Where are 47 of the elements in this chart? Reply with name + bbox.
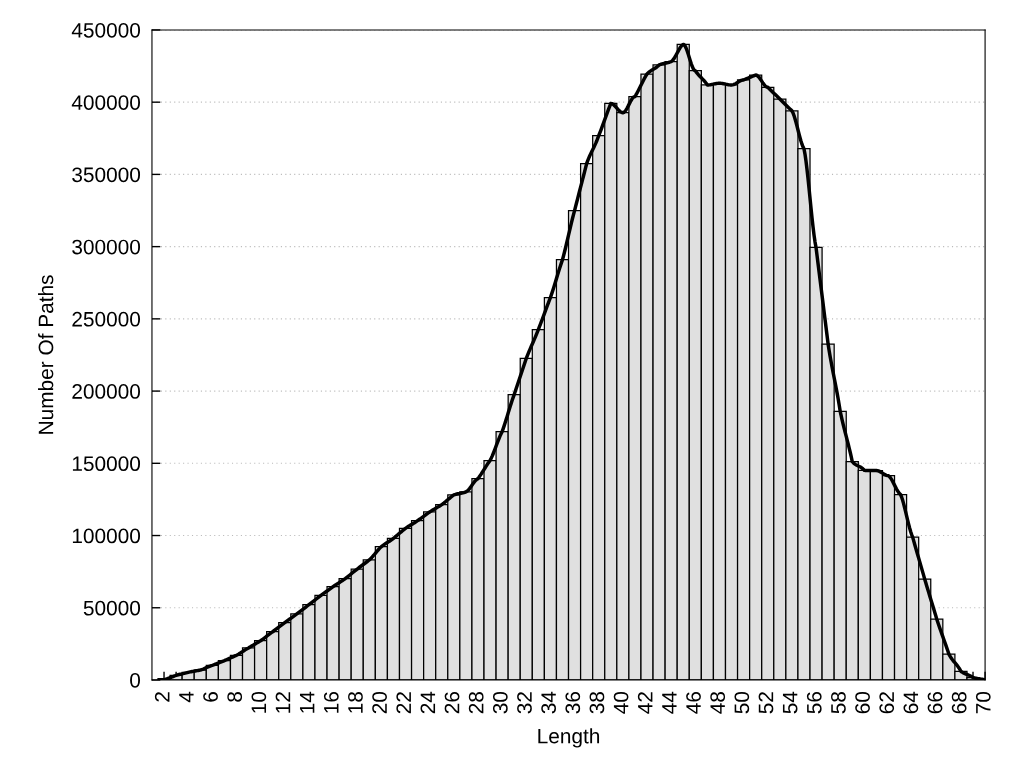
x-tick-label: 26 [444, 692, 460, 714]
x-tick-label: 40 [613, 691, 629, 714]
x-tick-label: 64 [903, 691, 919, 714]
x-tick-label: 42 [637, 692, 653, 714]
x-tick-label: 48 [710, 692, 726, 714]
y-tick-label: 300000 [72, 239, 141, 255]
x-tick-label: 22 [396, 692, 411, 714]
x-tick-label: 68 [951, 692, 967, 714]
x-tick-label: 28 [468, 692, 484, 714]
x-tick-label: 30 [492, 691, 508, 714]
y-axis-title: Number Of Paths [38, 275, 54, 434]
y-tick-label: 0 [130, 672, 141, 688]
x-tick-label: 6 [203, 692, 218, 702]
x-tick-label: 16 [323, 692, 339, 713]
x-tick-label: 18 [348, 692, 363, 713]
x-tick-label: 50 [734, 691, 750, 714]
y-tick-label: 150000 [72, 456, 141, 472]
x-tick-label: 2 [154, 692, 170, 702]
x-tick-label: 38 [589, 692, 605, 714]
x-tick-label: 8 [227, 692, 243, 702]
y-tick-label: 200000 [72, 384, 141, 399]
x-tick-label: 52 [758, 692, 774, 714]
y-tick-label: 50000 [83, 600, 141, 616]
x-tick-label: 10 [251, 691, 267, 713]
x-tick-label: 44 [662, 691, 677, 714]
x-tick-label: 4 [179, 691, 194, 703]
x-tick-label: 36 [565, 692, 581, 714]
x-axis-title: Length [538, 728, 600, 748]
x-tick-label: 20 [372, 691, 387, 714]
y-tick-label: 400000 [71, 95, 141, 110]
y-tick-label: 350000 [72, 167, 141, 183]
x-tick-label: 56 [806, 692, 822, 714]
x-tick-label: 24 [420, 691, 436, 714]
x-tick-label: 46 [686, 692, 701, 714]
y-tick-label: 100000 [72, 528, 141, 544]
x-tick-label: 14 [299, 691, 315, 713]
x-tick-label: 70 [975, 691, 991, 714]
x-tick-label: 62 [879, 692, 895, 714]
x-tick-label: 12 [275, 692, 291, 713]
x-tick-label: 58 [831, 692, 846, 714]
y-tick-label: 450000 [71, 22, 141, 38]
x-tick-label: 34 [541, 691, 557, 714]
x-tick-label: 32 [517, 692, 532, 714]
x-tick-label: 54 [782, 691, 798, 714]
x-tick-label: 66 [927, 692, 943, 714]
x-tick-label: 60 [855, 691, 870, 714]
y-tick-label: 250000 [72, 311, 141, 327]
